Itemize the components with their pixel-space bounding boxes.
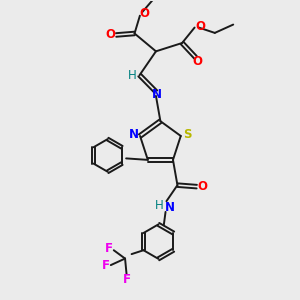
Text: H: H — [128, 69, 136, 82]
Text: O: O — [105, 28, 115, 41]
Text: O: O — [198, 180, 208, 193]
Text: N: N — [128, 128, 139, 141]
Text: S: S — [183, 128, 191, 141]
Text: N: N — [165, 201, 175, 214]
Text: F: F — [101, 259, 110, 272]
Text: F: F — [122, 273, 130, 286]
Text: F: F — [105, 242, 113, 255]
Text: O: O — [192, 55, 202, 68]
Text: O: O — [140, 7, 149, 20]
Text: H: H — [155, 199, 164, 212]
Text: N: N — [152, 88, 161, 101]
Text: O: O — [195, 20, 205, 33]
